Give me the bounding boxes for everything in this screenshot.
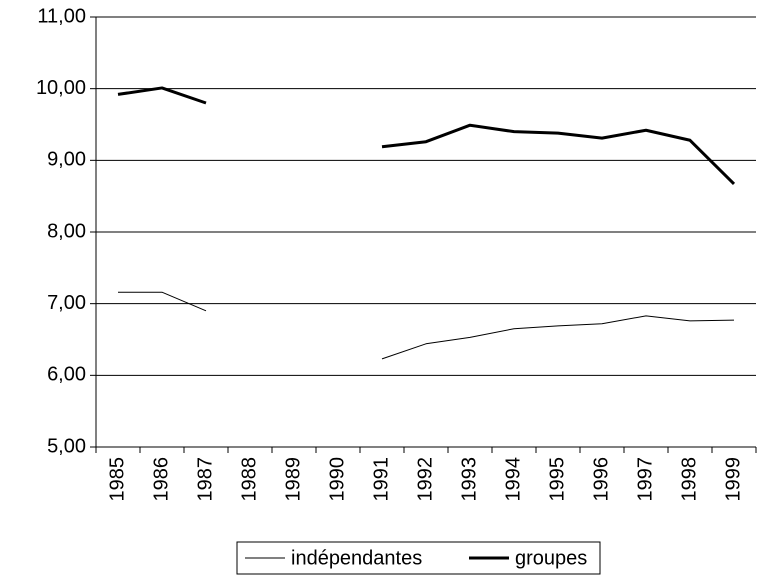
x-tick-label: 1988	[238, 457, 260, 502]
y-tick-label: 10,00	[36, 77, 86, 99]
y-tick-label: 7,00	[47, 292, 86, 314]
y-tick-label: 9,00	[47, 149, 86, 171]
x-tick-label: 1994	[502, 457, 524, 502]
series-line	[118, 291, 735, 360]
x-tick-label: 1985	[106, 457, 128, 502]
legend-box	[236, 541, 601, 575]
legend-label: groupes	[515, 547, 587, 569]
x-tick-label: 1991	[370, 457, 392, 502]
series-line	[117, 86, 736, 186]
x-tick-label: 1986	[150, 457, 172, 502]
x-tick-label: 1995	[546, 457, 568, 502]
x-tick-label: 1989	[282, 457, 304, 502]
x-tick-label: 1998	[678, 457, 700, 502]
x-tick-label: 1997	[634, 457, 656, 502]
y-tick-label: 5,00	[47, 435, 86, 457]
y-tick-label: 8,00	[47, 220, 86, 242]
x-tick-label: 1987	[194, 457, 216, 502]
x-tick-label: 1992	[414, 457, 436, 502]
x-tick-label: 1999	[722, 457, 744, 502]
x-tick-label: 1990	[326, 457, 348, 502]
x-tick-label: 1993	[458, 457, 480, 502]
x-tick-label: 1996	[590, 457, 612, 502]
y-tick-label: 11,00	[37, 5, 86, 27]
y-tick-label: 6,00	[47, 364, 86, 386]
legend-label: indépendantes	[291, 547, 422, 569]
